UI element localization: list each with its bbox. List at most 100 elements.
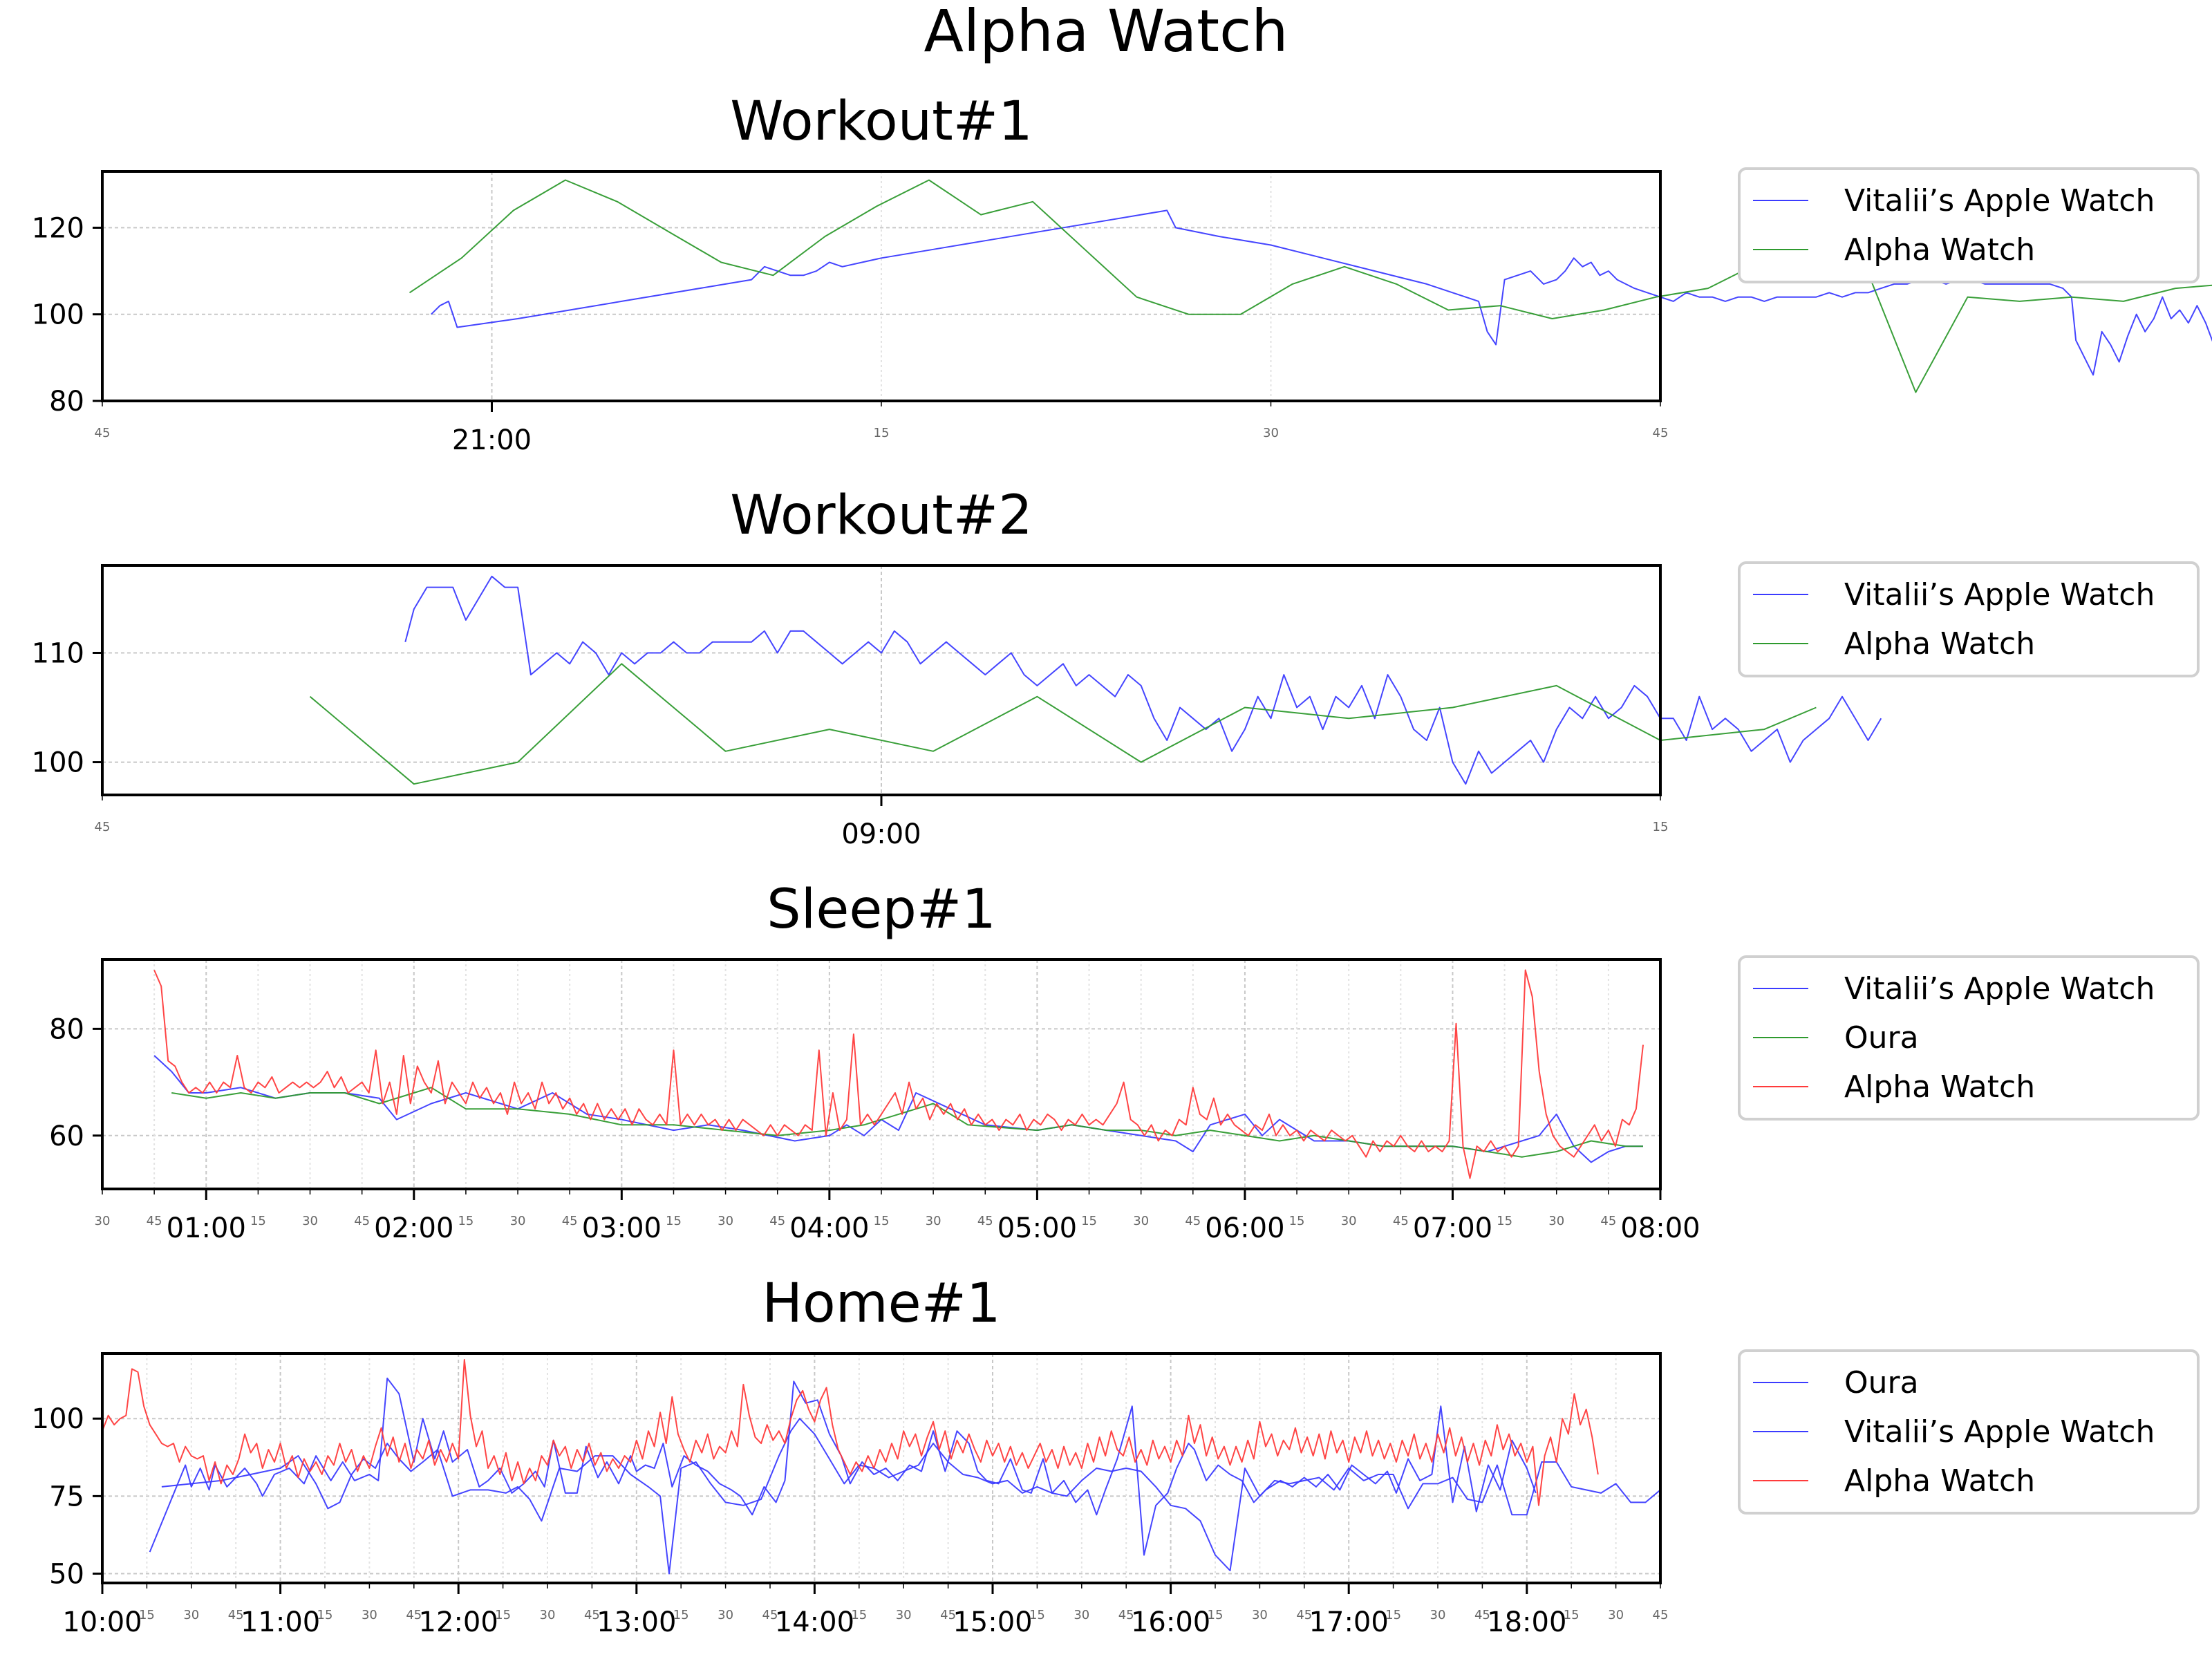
chart-title: Home#1 xyxy=(762,1273,1000,1335)
x-tick-label-minor: 30 xyxy=(540,1608,556,1622)
y-tick-label: 60 xyxy=(49,1121,84,1152)
x-tick-label-minor: 15 xyxy=(458,1214,474,1228)
x-tick-label-minor: 30 xyxy=(95,1214,111,1228)
x-tick-label-minor: 15 xyxy=(851,1608,867,1622)
y-tick-label: 110 xyxy=(32,637,84,669)
y-tick-label: 75 xyxy=(49,1481,84,1512)
x-tick-label-minor: 45 xyxy=(1474,1608,1490,1622)
x-tick-label-minor: 30 xyxy=(718,1608,733,1622)
legend-label: Vitalii’s Apple Watch xyxy=(1844,971,2155,1006)
y-tick-label: 100 xyxy=(32,747,84,779)
plot-frame xyxy=(101,958,1662,1190)
x-tick-label-minor: 30 xyxy=(1430,1608,1446,1622)
x-tick-label-minor: 30 xyxy=(183,1608,199,1622)
x-tick-label-minor: 30 xyxy=(1252,1608,1268,1622)
x-tick-label-minor: 15 xyxy=(874,426,890,440)
x-tick-label-major: 15:00 xyxy=(953,1606,1032,1638)
x-tick-label-minor: 45 xyxy=(769,1214,785,1228)
x-tick-label-minor: 30 xyxy=(362,1608,377,1622)
x-tick-label-minor: 30 xyxy=(1263,426,1279,440)
x-tick-label-minor: 45 xyxy=(1185,1214,1201,1228)
x-tick-label-minor: 30 xyxy=(718,1214,733,1228)
x-tick-label-minor: 15 xyxy=(1385,1608,1401,1622)
series-line-0 xyxy=(431,209,2212,376)
x-tick-label-minor: 15 xyxy=(139,1608,155,1622)
x-tick-label-minor: 30 xyxy=(1074,1608,1089,1622)
x-tick-label-major: 04:00 xyxy=(789,1212,869,1244)
x-tick-label-minor: 45 xyxy=(762,1608,778,1622)
x-tick-label-minor: 45 xyxy=(228,1608,244,1622)
y-tick-label: 80 xyxy=(49,386,84,418)
x-tick-label-minor: 45 xyxy=(95,820,111,834)
x-tick-label-major: 18:00 xyxy=(1487,1606,1566,1638)
x-tick-label-minor: 45 xyxy=(562,1214,578,1228)
plot-frame xyxy=(101,564,1662,796)
y-tick-label: 100 xyxy=(32,1403,84,1435)
x-tick-label-major: 03:00 xyxy=(582,1212,662,1244)
legend-box xyxy=(1738,955,2200,1121)
x-tick-label-minor: 15 xyxy=(1029,1608,1045,1622)
legend-label: Alpha Watch xyxy=(1844,1069,2035,1105)
x-tick-label-minor: 15 xyxy=(1289,1214,1305,1228)
x-tick-label-major: 13:00 xyxy=(597,1606,676,1638)
y-tick-label: 80 xyxy=(49,1013,84,1045)
x-tick-label-minor: 15 xyxy=(874,1214,890,1228)
chart-title: Workout#1 xyxy=(730,91,1032,153)
x-tick-label-minor: 45 xyxy=(1393,1214,1409,1228)
x-tick-label-major: 14:00 xyxy=(775,1606,854,1638)
x-tick-label-minor: 45 xyxy=(1296,1608,1312,1622)
y-tick-label: 120 xyxy=(32,212,84,244)
plot-frame xyxy=(101,170,1662,402)
x-tick-label-minor: 30 xyxy=(1608,1608,1624,1622)
x-tick-label-minor: 15 xyxy=(1497,1214,1512,1228)
x-tick-label-minor: 15 xyxy=(495,1608,511,1622)
x-tick-label-major: 12:00 xyxy=(419,1606,498,1638)
legend-label: Alpha Watch xyxy=(1844,232,2035,268)
series-line-0 xyxy=(404,575,1882,785)
x-tick-label-major: 11:00 xyxy=(241,1606,320,1638)
x-tick-label-minor: 30 xyxy=(1341,1214,1357,1228)
x-tick-label-minor: 30 xyxy=(926,1214,941,1228)
x-tick-label-major: 07:00 xyxy=(1413,1212,1492,1244)
x-tick-label-minor: 30 xyxy=(302,1214,318,1228)
series-line-1 xyxy=(409,179,2212,393)
x-tick-label-major: 05:00 xyxy=(997,1212,1077,1244)
legend-label: Alpha Watch xyxy=(1844,1463,2035,1499)
x-tick-label-minor: 30 xyxy=(896,1608,912,1622)
series-line-1 xyxy=(161,1418,1661,1575)
x-tick-label-major: 21:00 xyxy=(452,424,532,456)
x-tick-label-minor: 45 xyxy=(354,1214,370,1228)
y-tick-label: 50 xyxy=(49,1559,84,1591)
legend-box xyxy=(1738,167,2200,283)
series-line-2 xyxy=(102,1359,1599,1506)
plot-frame xyxy=(101,1352,1662,1584)
legend-label: Vitalii’s Apple Watch xyxy=(1844,1414,2155,1450)
legend-box xyxy=(1738,561,2200,677)
x-tick-label-minor: 45 xyxy=(1653,426,1669,440)
x-tick-label-major: 02:00 xyxy=(374,1212,453,1244)
x-tick-label-minor: 45 xyxy=(584,1608,600,1622)
legend-label: Oura xyxy=(1844,1020,1919,1056)
x-tick-label-major: 17:00 xyxy=(1309,1606,1389,1638)
legend-label: Oura xyxy=(1844,1365,1919,1400)
x-tick-label-minor: 45 xyxy=(977,1214,993,1228)
x-tick-label-minor: 45 xyxy=(95,426,111,440)
x-tick-label-minor: 15 xyxy=(673,1608,689,1622)
x-tick-label-minor: 45 xyxy=(940,1608,956,1622)
x-tick-label-minor: 15 xyxy=(1564,1608,1580,1622)
series-line-1 xyxy=(309,663,1817,785)
x-tick-label-minor: 30 xyxy=(1548,1214,1564,1228)
x-tick-label-major: 08:00 xyxy=(1620,1212,1700,1244)
chart-title: Workout#2 xyxy=(730,485,1032,547)
x-tick-label-major: 01:00 xyxy=(167,1212,246,1244)
y-tick-label: 100 xyxy=(32,299,84,331)
x-tick-label-major: 09:00 xyxy=(841,818,921,850)
x-tick-label-minor: 15 xyxy=(1208,1608,1224,1622)
legend-label: Vitalii’s Apple Watch xyxy=(1844,577,2155,612)
x-tick-label-minor: 15 xyxy=(1653,820,1669,834)
chart-title: Sleep#1 xyxy=(767,879,996,941)
x-tick-label-minor: 45 xyxy=(1600,1214,1616,1228)
x-tick-label-minor: 45 xyxy=(1118,1608,1134,1622)
